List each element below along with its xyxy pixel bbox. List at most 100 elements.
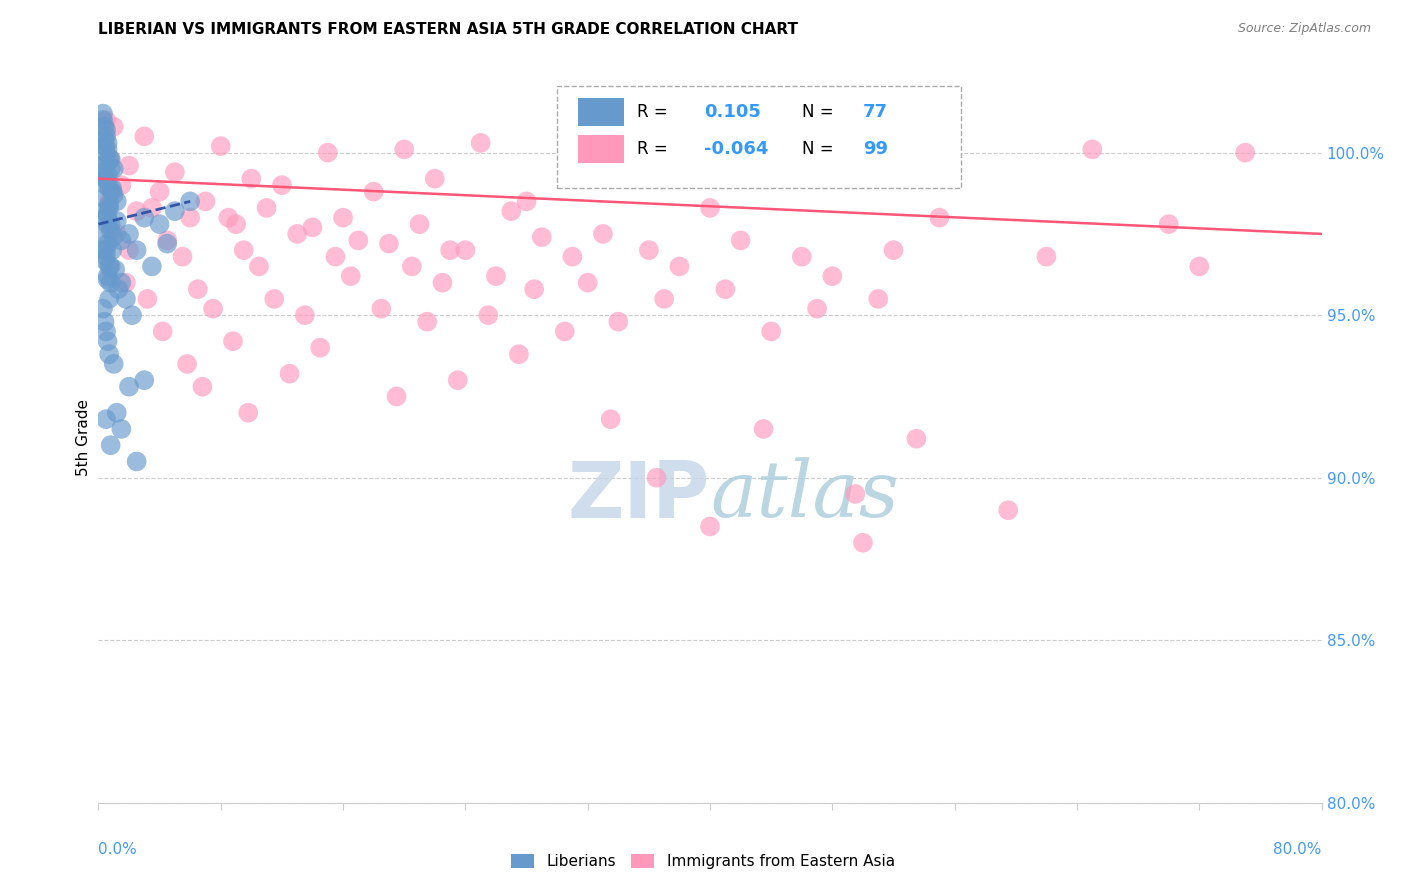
Point bbox=[607, 315, 630, 329]
Point bbox=[98, 201, 121, 215]
Point bbox=[447, 373, 470, 387]
Point bbox=[103, 161, 125, 176]
Point bbox=[172, 250, 194, 264]
Point bbox=[100, 152, 122, 166]
Point bbox=[194, 194, 217, 209]
Point bbox=[378, 236, 401, 251]
Point bbox=[576, 276, 599, 290]
Point bbox=[101, 243, 124, 257]
Text: N =: N = bbox=[801, 140, 834, 158]
Point bbox=[98, 197, 121, 211]
Point bbox=[97, 334, 120, 348]
Point bbox=[93, 139, 115, 153]
Point bbox=[844, 487, 866, 501]
Point bbox=[301, 220, 323, 235]
Point bbox=[100, 438, 122, 452]
Point bbox=[100, 161, 122, 176]
Point bbox=[623, 145, 645, 160]
Point bbox=[121, 308, 143, 322]
Point bbox=[94, 243, 117, 257]
Text: 80.0%: 80.0% bbox=[1274, 842, 1322, 857]
Point bbox=[118, 227, 141, 241]
Point bbox=[105, 214, 128, 228]
Point bbox=[668, 260, 690, 274]
Text: 0.105: 0.105 bbox=[704, 103, 761, 121]
Point bbox=[93, 120, 115, 134]
Point bbox=[115, 276, 138, 290]
Point bbox=[94, 123, 117, 137]
Point bbox=[97, 236, 120, 251]
Point bbox=[105, 406, 128, 420]
Point bbox=[100, 224, 122, 238]
Point bbox=[187, 282, 209, 296]
Point bbox=[599, 412, 621, 426]
Point bbox=[730, 234, 752, 248]
Point bbox=[134, 373, 156, 387]
Text: LIBERIAN VS IMMIGRANTS FROM EASTERN ASIA 5TH GRADE CORRELATION CHART: LIBERIAN VS IMMIGRANTS FROM EASTERN ASIA… bbox=[98, 22, 799, 37]
Point bbox=[821, 269, 844, 284]
Point bbox=[470, 136, 492, 150]
Point bbox=[638, 243, 661, 257]
Point bbox=[98, 260, 121, 274]
Point bbox=[238, 406, 260, 420]
Point bbox=[100, 276, 122, 290]
Text: R =: R = bbox=[637, 103, 668, 121]
Point bbox=[761, 325, 783, 339]
Point bbox=[94, 145, 117, 160]
Point bbox=[225, 217, 247, 231]
Point bbox=[94, 178, 117, 193]
Point bbox=[176, 357, 198, 371]
Point bbox=[110, 234, 132, 248]
Point bbox=[107, 282, 129, 296]
Point bbox=[392, 142, 416, 156]
Point bbox=[118, 243, 141, 257]
Point bbox=[105, 227, 128, 241]
Point bbox=[152, 325, 174, 339]
Point bbox=[1157, 217, 1180, 231]
Point bbox=[125, 204, 148, 219]
Text: R =: R = bbox=[637, 140, 668, 158]
Point bbox=[278, 367, 301, 381]
Point bbox=[285, 227, 308, 241]
Point bbox=[103, 120, 125, 134]
Point bbox=[94, 325, 117, 339]
Point bbox=[98, 194, 121, 209]
Point bbox=[105, 194, 128, 209]
Point bbox=[645, 471, 668, 485]
Point bbox=[191, 380, 214, 394]
Point bbox=[263, 292, 285, 306]
Point bbox=[652, 292, 675, 306]
FancyBboxPatch shape bbox=[578, 135, 624, 163]
Point bbox=[91, 301, 114, 316]
Point bbox=[97, 269, 120, 284]
Point bbox=[97, 169, 120, 183]
Point bbox=[141, 260, 163, 274]
Point bbox=[91, 106, 114, 120]
Point bbox=[1188, 260, 1211, 274]
FancyBboxPatch shape bbox=[578, 98, 624, 127]
Point bbox=[790, 250, 813, 264]
Point bbox=[699, 201, 721, 215]
Point bbox=[714, 282, 737, 296]
Point bbox=[94, 211, 117, 225]
Point bbox=[232, 243, 254, 257]
Point bbox=[385, 389, 408, 403]
Point bbox=[98, 152, 121, 166]
Point bbox=[179, 211, 201, 225]
Point bbox=[93, 204, 115, 219]
Point bbox=[101, 181, 124, 195]
Point bbox=[118, 380, 141, 394]
Point bbox=[530, 230, 553, 244]
Point bbox=[370, 301, 392, 316]
Point bbox=[118, 159, 141, 173]
Point bbox=[868, 292, 890, 306]
Point bbox=[94, 155, 117, 169]
Point bbox=[91, 165, 114, 179]
Point bbox=[163, 165, 186, 179]
Point bbox=[94, 113, 117, 128]
Point bbox=[554, 325, 576, 339]
Point bbox=[316, 145, 339, 160]
Legend: Liberians, Immigrants from Eastern Asia: Liberians, Immigrants from Eastern Asia bbox=[505, 848, 901, 875]
Point bbox=[1081, 142, 1104, 156]
Point bbox=[141, 201, 163, 215]
